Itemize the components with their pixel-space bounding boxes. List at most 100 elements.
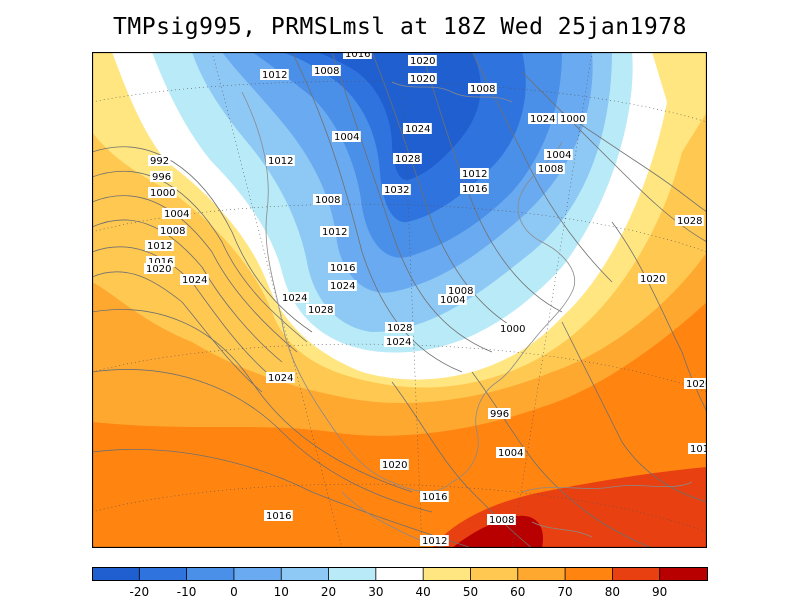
color-legend-swatch bbox=[92, 567, 140, 581]
color-legend-swatch bbox=[375, 567, 424, 581]
isobar-label-text: 1028 bbox=[677, 216, 702, 227]
isobar-label-text: 1008 bbox=[315, 195, 340, 206]
isobar-label: 1004 bbox=[162, 208, 191, 220]
isobar-label-text: 1012 bbox=[422, 536, 447, 547]
isobar-label: 996 bbox=[150, 171, 173, 183]
isobar-label: 1028 bbox=[385, 322, 414, 334]
isobar-label: 1012 bbox=[266, 155, 295, 167]
color-legend-tick-label: 60 bbox=[510, 585, 525, 599]
isobar-label: 1004 bbox=[496, 447, 525, 459]
isobar-label: 1008 bbox=[313, 194, 342, 206]
isobar-label-text: 1020 bbox=[146, 264, 171, 275]
isobar-label-text: 996 bbox=[490, 409, 509, 420]
isobar-label-text: 1016 bbox=[148, 257, 173, 268]
isobar-label-text: 1016 bbox=[422, 492, 447, 503]
isobar-label: 1012 bbox=[260, 69, 289, 81]
isobar-label-text: 1008 bbox=[470, 84, 495, 95]
color-legend-swatch bbox=[565, 567, 613, 581]
color-legend-swatch bbox=[470, 567, 519, 581]
isobar-label: 1024 bbox=[403, 123, 432, 135]
isobar-label-text: 1028 bbox=[395, 154, 420, 165]
isobar-label: 1024 bbox=[280, 292, 309, 304]
isobar-label-text: 992 bbox=[150, 156, 169, 167]
isobar-label: 1008 bbox=[312, 65, 341, 77]
isobar-label: 1032 bbox=[382, 184, 411, 196]
isobar-label-text: 1012 bbox=[268, 156, 293, 167]
isobar-label: 1028 bbox=[393, 153, 422, 165]
isobar-label-text: 1000 bbox=[150, 188, 175, 199]
isobar-label-text: 1020 bbox=[686, 379, 707, 390]
isobar-label-text: 1020 bbox=[640, 274, 665, 285]
isobar-label-text: 1000 bbox=[500, 324, 525, 335]
isobar-label-text: 1020 bbox=[410, 74, 435, 85]
color-legend-ticks: -20 -10 0 10 20 30 40 50 60 70 80 90 bbox=[130, 567, 667, 599]
isobar-label: 1024 bbox=[384, 336, 413, 348]
isobar-label: 1020 bbox=[144, 263, 173, 275]
isobar-label: 1012 bbox=[460, 168, 489, 180]
color-legend-tick-label: 80 bbox=[605, 585, 620, 599]
isobar-label-text: 1008 bbox=[538, 164, 563, 175]
isobar-label: 1004 bbox=[544, 149, 573, 161]
isobar-label: 1028 bbox=[306, 304, 335, 316]
isobar-label-text: 1008 bbox=[314, 66, 339, 77]
color-legend-tick-label: 90 bbox=[652, 585, 667, 599]
isobar-label-text: 1024 bbox=[282, 293, 307, 304]
isobar-label: 1008 bbox=[158, 225, 187, 237]
isobar-label-text: 1028 bbox=[308, 305, 333, 316]
isobar-label-text: 1016 bbox=[462, 184, 487, 195]
isobar-label: 1024 bbox=[328, 280, 357, 292]
isobar-label: 996 bbox=[488, 408, 511, 420]
map-title: TMPsig995, PRMSLmsl at 18Z Wed 25jan1978 bbox=[113, 14, 687, 40]
isobar-label-text: 1016 bbox=[690, 444, 707, 455]
color-legend: -20 -10 0 10 20 30 40 50 60 70 80 90 bbox=[92, 567, 708, 599]
isobar-label: 1020 bbox=[408, 73, 437, 85]
isobar-label-text: 1012 bbox=[262, 70, 287, 81]
isobar-label: 1024 bbox=[528, 113, 557, 125]
isobar-label: 1016 bbox=[460, 183, 489, 195]
isobar-label: 1000 bbox=[148, 187, 177, 199]
isobar-label-text: 1016 bbox=[330, 263, 355, 274]
coastlines bbox=[241, 81, 693, 548]
isobar-label-text: 1008 bbox=[448, 286, 473, 297]
band-below-minus20 bbox=[317, 52, 481, 180]
isobar-label-text: 1004 bbox=[334, 132, 359, 143]
isobar-label: 1008 bbox=[487, 514, 516, 526]
isobar-label-text: 1020 bbox=[382, 460, 407, 471]
isobar-label-text: 1008 bbox=[489, 515, 514, 526]
map-frame bbox=[92, 52, 707, 548]
isobar-label: 1012 bbox=[145, 240, 174, 252]
color-legend-bands bbox=[92, 567, 708, 581]
isobar-label: 1024 bbox=[180, 274, 209, 286]
color-legend-tick-label: 20 bbox=[321, 585, 336, 599]
color-legend-tick-label: 30 bbox=[368, 585, 383, 599]
color-legend-tick-label: 0 bbox=[230, 585, 238, 599]
isobar-label: 1016 bbox=[420, 491, 449, 503]
isobar-label-text: 1024 bbox=[405, 124, 430, 135]
color-legend-swatch bbox=[328, 567, 377, 581]
isobar-label-text: 1028 bbox=[387, 323, 412, 334]
color-legend-swatch bbox=[281, 567, 330, 581]
isobar-label-text: 1012 bbox=[322, 227, 347, 238]
color-legend-tick-label: 50 bbox=[463, 585, 478, 599]
color-legend-swatch bbox=[517, 567, 566, 581]
color-legend-tick-label: 10 bbox=[274, 585, 289, 599]
color-legend-tick-label: -20 bbox=[130, 585, 150, 599]
isobar-label-text: 1004 bbox=[164, 209, 189, 220]
isobar-label-text: 1000 bbox=[560, 114, 585, 125]
color-legend-swatch bbox=[186, 567, 235, 581]
isobar-label: 1000 bbox=[498, 323, 527, 335]
color-legend-swatch bbox=[423, 567, 471, 581]
color-legend-swatch bbox=[659, 567, 708, 581]
color-legend-tick-label: -10 bbox=[177, 585, 197, 599]
isobar-label-text: 1008 bbox=[160, 226, 185, 237]
color-legend-swatch bbox=[139, 567, 188, 581]
isobar-label-text: 1012 bbox=[462, 169, 487, 180]
isobar-label: 1024 bbox=[266, 372, 295, 384]
isobar-label-text: 1024 bbox=[182, 275, 207, 286]
isobar-label-text: 1004 bbox=[498, 448, 523, 459]
isobar-label-text: 1016 bbox=[345, 52, 370, 60]
isobar-label-text: 1016 bbox=[266, 511, 291, 522]
isobar-label: 1028 bbox=[675, 215, 704, 227]
